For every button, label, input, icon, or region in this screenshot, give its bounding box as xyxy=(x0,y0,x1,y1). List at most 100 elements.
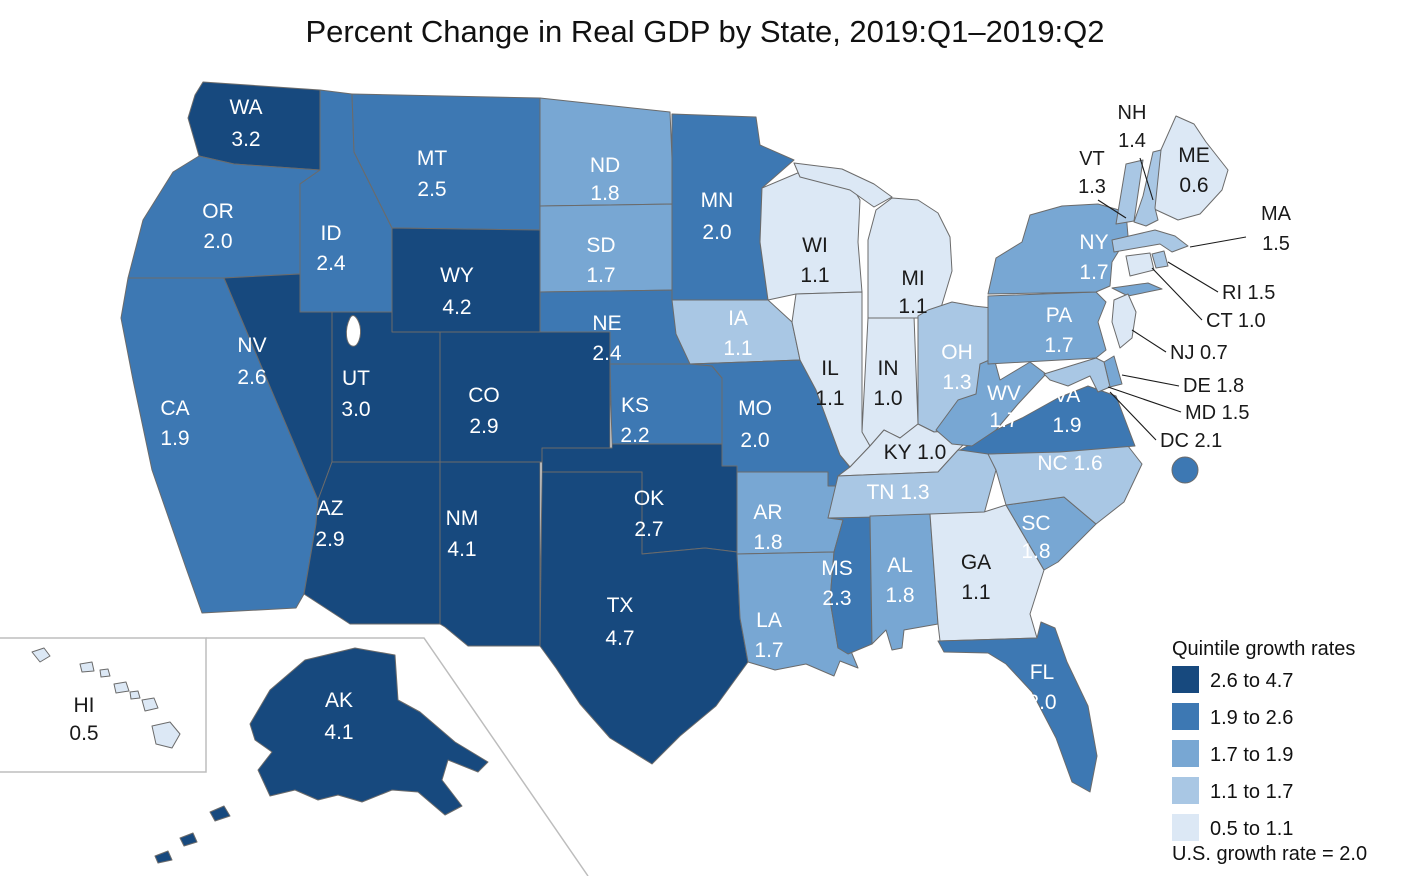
legend-label-1: 2.6 to 4.7 xyxy=(1210,670,1293,692)
state-CT xyxy=(1125,252,1155,277)
state-label-RI: RI 1.5 xyxy=(1222,282,1275,304)
state-label-LA-line2: 1.7 xyxy=(754,639,783,662)
legend-swatch-4 xyxy=(1172,777,1199,804)
state-label-WA-line1: WA xyxy=(229,96,262,119)
state-label-AL-line1: AL xyxy=(887,554,913,577)
leader-DE xyxy=(1121,374,1180,387)
state-label-SD-line1: SD xyxy=(586,234,615,257)
legend-swatch-3 xyxy=(1172,740,1199,767)
state-DC xyxy=(1171,456,1199,484)
state-label-OK-line2: 2.7 xyxy=(634,518,663,541)
state-label-PA-line1: PA xyxy=(1046,304,1072,327)
legend: Quintile growth rates 2.6 to 4.7 1.9 to 2… xyxy=(1172,638,1367,865)
state-label-HI-line1: HI xyxy=(74,694,95,717)
state-label-NV-line2: 2.6 xyxy=(237,366,266,389)
state-label-MT-line2: 2.5 xyxy=(417,178,446,201)
state-label-AL-line2: 1.8 xyxy=(885,584,914,607)
state-VT xyxy=(1115,159,1144,225)
state-label-IL-line1: IL xyxy=(821,357,839,380)
state-label-ME-line2: 0.6 xyxy=(1179,174,1208,197)
alaska-inset-divider xyxy=(206,637,589,876)
state-label-MA-line1: MA xyxy=(1261,203,1292,225)
state-label-WI-line1: WI xyxy=(802,234,828,257)
state-labels-layer: WA 3.2 OR 2.0 CA 1.9 NV 2.6 ID 2.4 MT 2.5 WY 4.2 UT 3.0… xyxy=(69,96,1291,745)
state-label-NE-line1: NE xyxy=(592,312,621,335)
state-IL xyxy=(791,291,871,468)
legend-items: 2.6 to 4.7 1.9 to 2.6 1.7 to 1.9 1.1 to 1.7… xyxy=(1172,666,1293,841)
state-NY xyxy=(987,203,1163,297)
state-NJ xyxy=(1111,293,1137,349)
state-label-UT-line2: 3.0 xyxy=(341,398,370,421)
state-label-MN-line1: MN xyxy=(701,189,734,212)
state-label-KS-line2: 2.2 xyxy=(620,424,649,447)
state-label-PA-line2: 1.7 xyxy=(1044,334,1073,357)
great-salt-lake xyxy=(345,315,361,347)
state-label-TN: TN 1.3 xyxy=(866,481,929,504)
state-label-CT: CT 1.0 xyxy=(1206,310,1266,332)
state-NC xyxy=(987,445,1143,525)
state-label-IN-line1: IN xyxy=(878,357,899,380)
state-label-WY-line2: 4.2 xyxy=(442,296,471,319)
state-label-ME-line1: ME xyxy=(1178,144,1210,167)
state-label-NV-line1: NV xyxy=(237,334,266,357)
state-label-CA-line1: CA xyxy=(160,397,189,420)
state-label-AZ-line1: AZ xyxy=(317,497,344,520)
state-label-WA-line2: 3.2 xyxy=(231,128,260,151)
legend-label-4: 1.1 to 1.7 xyxy=(1210,781,1293,803)
state-label-NM-line2: 4.1 xyxy=(447,538,476,561)
state-label-IN-line2: 1.0 xyxy=(873,387,902,410)
state-label-MA-line2: 1.5 xyxy=(1262,233,1290,255)
state-MA xyxy=(1111,229,1189,253)
state-RI xyxy=(1151,250,1169,269)
state-FL xyxy=(937,621,1098,793)
state-label-NC: NC 1.6 xyxy=(1037,452,1102,475)
leader-DC xyxy=(1109,391,1157,441)
leader-RI xyxy=(1167,261,1219,293)
state-label-AR-line2: 1.8 xyxy=(753,531,782,554)
state-label-NE-line2: 2.4 xyxy=(592,342,622,365)
state-label-MT-line1: MT xyxy=(417,147,447,170)
state-label-WI-line2: 1.1 xyxy=(800,264,829,287)
state-label-NM-line1: NM xyxy=(446,507,479,530)
leader-MA xyxy=(1189,236,1247,248)
leader-lines-layer xyxy=(1097,157,1247,441)
state-label-KY: KY 1.0 xyxy=(884,441,947,464)
state-label-OR-line1: OR xyxy=(202,200,234,223)
state-label-SC-line2: 1.8 xyxy=(1021,540,1050,563)
state-NM xyxy=(439,461,541,647)
state-ME xyxy=(1151,115,1229,221)
state-label-ND-line2: 1.8 xyxy=(590,182,619,205)
state-label-AR-line1: AR xyxy=(753,501,782,524)
state-label-OK-line1: OK xyxy=(634,487,664,510)
state-label-VT-line2: 1.3 xyxy=(1078,176,1106,198)
state-label-IA-line2: 1.1 xyxy=(723,337,752,360)
leader-CT xyxy=(1151,267,1203,321)
state-label-CA-line2: 1.9 xyxy=(160,427,189,450)
state-label-SD-line2: 1.7 xyxy=(586,264,615,287)
state-VA xyxy=(959,385,1136,455)
state-label-WV-line1: WV xyxy=(987,382,1021,405)
state-label-WY-line1: WY xyxy=(440,264,474,287)
legend-swatch-5 xyxy=(1172,814,1199,841)
state-label-OH-line1: OH xyxy=(941,341,973,364)
state-label-WV-line2: 1.7 xyxy=(989,409,1018,432)
state-label-SC-line1: SC xyxy=(1021,512,1050,535)
state-label-NH-line2: 1.4 xyxy=(1118,130,1146,152)
state-AL xyxy=(869,513,939,651)
state-label-VA-line1: VA xyxy=(1054,384,1080,407)
state-AK xyxy=(154,647,489,864)
legend-swatch-2 xyxy=(1172,703,1199,730)
chart-title: Percent Change in Real GDP by State, 201… xyxy=(305,14,1104,49)
state-label-VT-line1: VT xyxy=(1079,148,1105,170)
leader-NH xyxy=(1139,157,1154,201)
state-label-MS-line2: 2.3 xyxy=(822,587,851,610)
state-label-GA-line1: GA xyxy=(961,551,991,574)
state-label-IL-line2: 1.1 xyxy=(815,387,844,410)
hawaii-inset-box xyxy=(0,637,207,773)
legend-footnote: U.S. growth rate = 2.0 xyxy=(1172,843,1367,865)
inset-dividers xyxy=(0,637,589,876)
state-label-MI-line1: MI xyxy=(901,267,924,290)
legend-label-5: 0.5 to 1.1 xyxy=(1210,818,1293,840)
state-label-MN-line2: 2.0 xyxy=(702,221,731,244)
